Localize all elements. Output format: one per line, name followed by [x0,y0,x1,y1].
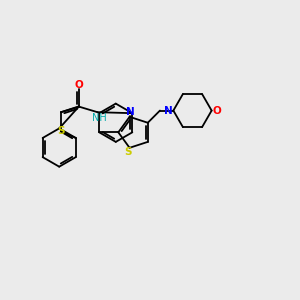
Text: N: N [164,106,172,116]
Text: N: N [126,107,134,117]
Text: O: O [75,80,84,90]
Text: S: S [124,147,132,157]
Text: NH: NH [92,112,106,123]
Text: O: O [213,106,221,116]
Text: S: S [57,126,65,136]
